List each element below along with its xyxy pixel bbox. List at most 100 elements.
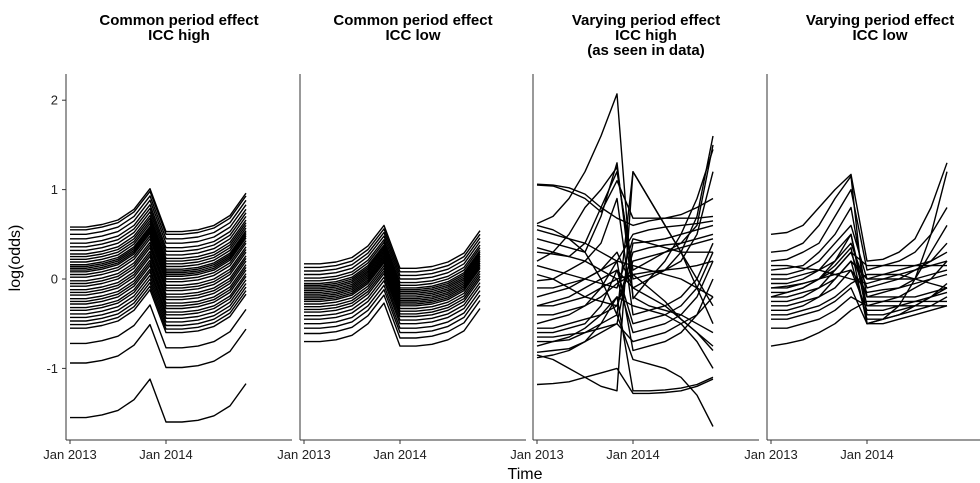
series-line [70, 190, 247, 236]
series-line [70, 285, 247, 330]
x-tick-label: Jan 2013 [744, 447, 798, 462]
series-line [70, 244, 247, 289]
x-tick-label: Jan 2014 [606, 447, 660, 462]
series-line [304, 284, 481, 329]
series-line [70, 323, 247, 369]
series-line [304, 289, 481, 334]
series-line [70, 214, 247, 260]
series-line [70, 281, 247, 327]
series-line [304, 270, 481, 315]
series-line [70, 268, 247, 313]
x-axis-label: Time [508, 466, 543, 483]
x-tick-label: Jan 2014 [373, 447, 427, 462]
series-line [70, 250, 247, 295]
x-tick-label: Jan 2013 [510, 447, 564, 462]
series-line [770, 162, 948, 262]
series-line [771, 251, 948, 303]
panel-title-line: ICC high [615, 27, 677, 44]
series-line [304, 228, 481, 273]
series-line [70, 232, 247, 277]
panel-title-line: Varying period effect [572, 12, 720, 29]
series-line [304, 272, 481, 318]
panel-title-line: ICC low [853, 27, 908, 44]
series-line [771, 242, 948, 289]
series-line [70, 235, 247, 280]
series-lines [70, 187, 247, 423]
panel-title-line: Common period effect [333, 12, 492, 29]
series-line [536, 197, 714, 316]
series-line [771, 296, 947, 329]
series-line [304, 238, 481, 284]
x-tick-label: Jan 2013 [43, 447, 97, 462]
series-line [771, 260, 948, 320]
series-line [536, 296, 714, 369]
series-line [70, 262, 247, 307]
series-line [304, 276, 481, 321]
series-line [304, 235, 481, 280]
series-line [770, 300, 947, 347]
series-line [70, 241, 247, 286]
series-line [70, 217, 247, 262]
series-line [537, 251, 714, 334]
panel-title-line: ICC low [386, 27, 441, 44]
y-tick-label: 0 [51, 272, 58, 287]
series-line [70, 238, 247, 283]
series-line [70, 259, 247, 304]
y-axis-label: log(odds) [7, 225, 24, 292]
series-line [536, 296, 714, 392]
panel-title-line: (as seen in data) [587, 42, 705, 59]
series-line [771, 224, 948, 280]
y-tick-label: 2 [51, 93, 58, 108]
series-line [536, 247, 714, 351]
series-line [770, 188, 948, 271]
series-lines [304, 224, 481, 347]
panel-title-line: ICC high [148, 27, 210, 44]
series-line [304, 294, 481, 339]
series-line [70, 199, 247, 244]
series-lines [770, 162, 948, 347]
series-line [70, 195, 247, 240]
series-line [537, 314, 714, 427]
series-line [771, 260, 948, 285]
series-line [70, 264, 247, 310]
series-lines [536, 93, 714, 427]
series-line [536, 260, 714, 352]
series-line [304, 231, 481, 277]
series-line [70, 187, 247, 233]
series-line [304, 224, 481, 269]
series-line [304, 241, 481, 286]
panel-title-line: Common period effect [99, 12, 258, 29]
series-line [70, 207, 247, 253]
series-line [304, 302, 481, 347]
series-line [770, 246, 948, 325]
x-tick-label: Jan 2014 [840, 447, 894, 462]
y-tick-label: -1 [46, 361, 58, 376]
series-line [70, 246, 247, 292]
series-line [70, 253, 247, 298]
series-line [771, 260, 948, 298]
series-line [304, 264, 481, 310]
panel-title-line: Varying period effect [806, 12, 954, 29]
series-line [771, 273, 948, 316]
series-line [536, 367, 714, 395]
series-line [70, 378, 247, 423]
x-tick-label: Jan 2013 [277, 447, 331, 462]
series-line [304, 267, 481, 312]
series-line [70, 289, 247, 334]
series-line [70, 304, 247, 349]
series-line [536, 170, 714, 324]
series-line [70, 278, 247, 323]
series-line [70, 204, 247, 249]
series-line [536, 162, 714, 334]
series-line [70, 220, 247, 265]
y-tick-label: 1 [51, 182, 58, 197]
series-line [70, 271, 247, 316]
series-line [536, 149, 714, 307]
series-line [304, 280, 481, 325]
